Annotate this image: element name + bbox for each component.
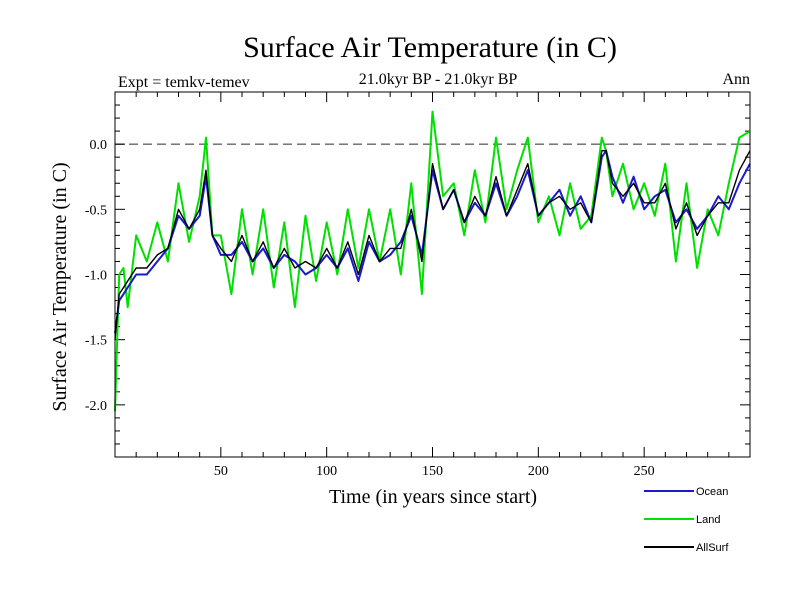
series-line-allsurf [114, 149, 751, 340]
y-tick-label: -2.0 [85, 399, 107, 414]
season-label: Ann [722, 71, 750, 88]
chart-title: Surface Air Temperature (in C) [243, 31, 617, 64]
chart-subtitle: 21.0kyr BP - 21.0kyr BP [359, 71, 518, 88]
x-tick-label: 200 [528, 464, 549, 479]
y-axis-label: Surface Air Temperature (in C) [49, 162, 71, 411]
axis-ticks: 50 100 150 200 250 0.0 -0.5 -1.0 -1.5 -2.0 [85, 91, 750, 479]
x-tick-label: 100 [316, 464, 337, 479]
x-tick-label: 150 [422, 464, 443, 479]
legend: Ocean Land AllSurf [644, 486, 729, 554]
expt-label: Expt = temkv-temev [118, 74, 250, 91]
x-axis-label: Time (in years since start) [329, 486, 537, 508]
series-line-land [114, 110, 751, 412]
legend-label-allsurf: AllSurf [696, 542, 729, 554]
y-tick-label: 0.0 [90, 138, 108, 153]
x-tick-label: 250 [634, 464, 655, 479]
y-tick-label: -1.5 [85, 334, 107, 349]
y-tick-label: -0.5 [85, 203, 107, 218]
legend-label-ocean: Ocean [696, 486, 728, 498]
y-tick-label: -1.0 [85, 269, 107, 284]
series-line-ocean [114, 149, 751, 334]
legend-label-land: Land [696, 514, 720, 526]
series-lines [114, 110, 751, 412]
plot-frame [114, 91, 751, 458]
x-tick-label: 50 [214, 464, 228, 479]
